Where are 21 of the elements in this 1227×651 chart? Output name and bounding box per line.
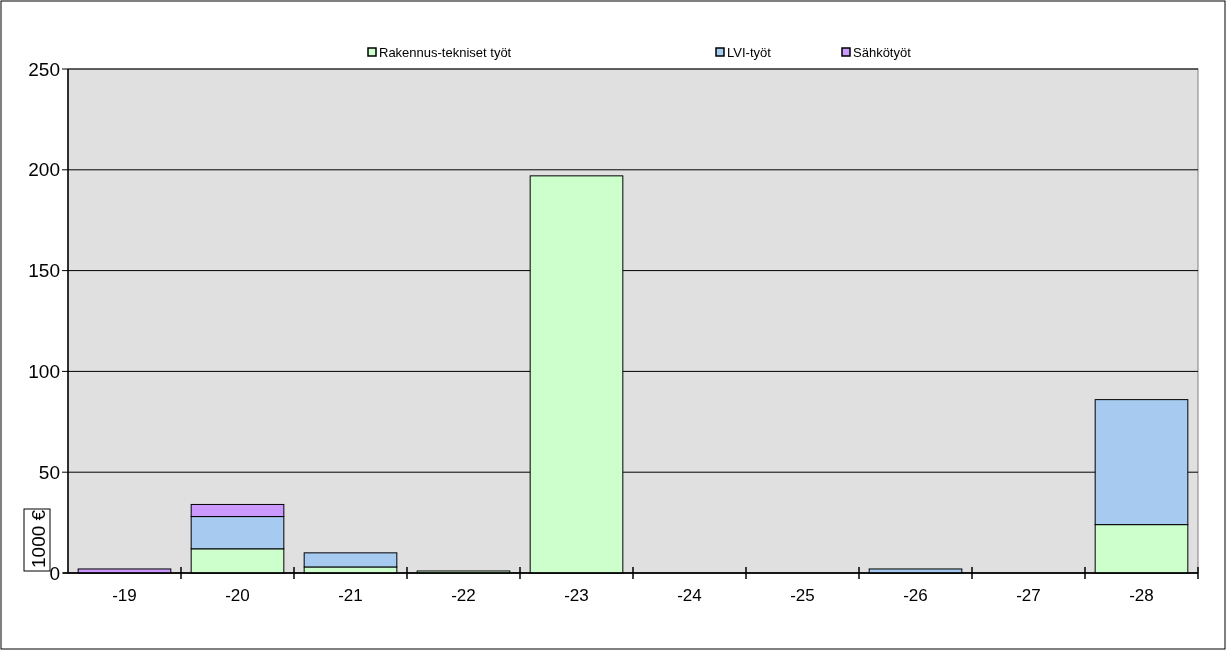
x-tick-label: -28 xyxy=(1129,586,1154,605)
y-tick-label: 50 xyxy=(38,461,60,483)
x-tick-label: -22 xyxy=(451,586,476,605)
y-tick-label: 200 xyxy=(28,159,60,181)
x-tick-label: -27 xyxy=(1016,586,1041,605)
legend-label: LVI-työt xyxy=(727,44,772,60)
bar xyxy=(303,552,398,568)
x-tick-label: -26 xyxy=(903,586,928,605)
y-axis-title: 1000 € xyxy=(27,509,49,568)
y-tick-label: 0 xyxy=(49,562,60,584)
x-tick-label: -20 xyxy=(225,586,250,605)
y-tick-label: 150 xyxy=(28,260,60,282)
x-tick-label: -24 xyxy=(677,586,702,605)
legend-label: Sähkötyöt xyxy=(853,44,912,60)
legend-label: Rakennus-tekniset työt xyxy=(379,44,512,60)
y-tick-label: 100 xyxy=(28,361,60,383)
x-tick-label: -19 xyxy=(112,586,137,605)
x-tick-label: -21 xyxy=(338,586,363,605)
x-tick-label: -23 xyxy=(564,586,589,605)
x-tick-label: -25 xyxy=(790,586,815,605)
y-tick-label: 250 xyxy=(28,58,60,80)
